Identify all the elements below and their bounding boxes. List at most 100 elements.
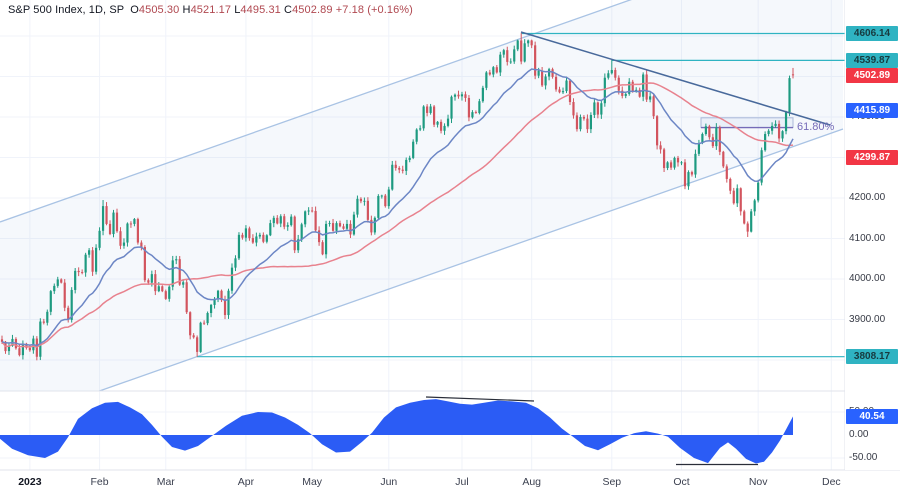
price-level-lines[interactable] [197, 32, 846, 358]
level-pill: 4539.87 [846, 52, 898, 68]
candle [230, 267, 234, 291]
candle [697, 142, 701, 154]
oscillator-pane [0, 396, 793, 466]
price-tick-label: 4200.00 [849, 192, 886, 203]
candle [126, 223, 129, 243]
candle [558, 89, 561, 93]
candle [7, 345, 11, 352]
candle [478, 101, 481, 113]
fib-percent-label: 61.80% [797, 121, 835, 133]
channel-upper [0, 0, 632, 223]
candle [105, 206, 108, 224]
candle [777, 123, 781, 139]
candle [363, 200, 366, 202]
candle [575, 115, 579, 130]
channel-lower [97, 128, 844, 391]
candle [589, 114, 592, 130]
candle [628, 81, 631, 94]
candle [42, 321, 45, 323]
candle [98, 230, 101, 248]
candle [290, 216, 293, 226]
candle [199, 322, 202, 352]
candle [676, 157, 680, 163]
candle [530, 40, 533, 46]
candle [607, 73, 610, 78]
candle [133, 219, 136, 224]
candle [638, 89, 641, 97]
candle [534, 45, 537, 76]
candle [547, 69, 551, 77]
candle [481, 87, 484, 102]
candle [370, 219, 373, 233]
candle [474, 112, 478, 114]
month-tick-label: Dec [821, 476, 841, 488]
time-scale[interactable] [0, 471, 900, 494]
candle [394, 164, 397, 169]
month-tick-label: May [302, 476, 323, 488]
candle [408, 157, 411, 160]
candle [701, 134, 704, 143]
osc-tick-label: 0.00 [849, 429, 869, 440]
price-tick-label: 4000.00 [849, 273, 886, 284]
ohlc-value: 4495.31 [240, 4, 285, 16]
candle [743, 211, 746, 224]
candle [84, 254, 87, 273]
candle [593, 102, 596, 115]
candle [513, 49, 516, 62]
candle [366, 200, 369, 220]
month-tick-label: Feb [90, 476, 109, 488]
candle [206, 313, 209, 324]
trend-channel[interactable] [0, 0, 844, 426]
last-price-pill: 4502.89 [846, 67, 898, 83]
ema-value-pill: 4415.89 [846, 103, 898, 119]
candle [642, 74, 645, 97]
candle [662, 149, 666, 169]
candle [314, 210, 317, 231]
candle [380, 195, 383, 197]
candle [565, 80, 568, 92]
candle [415, 129, 418, 142]
candle [324, 223, 328, 255]
candle [429, 106, 432, 113]
descending-trendline[interactable] [520, 31, 831, 126]
ohlc-value: 4505.30 [138, 4, 183, 16]
candle [568, 80, 572, 103]
osc-top-trendline[interactable] [425, 396, 535, 402]
sma-value-pill: 4299.87 [846, 150, 898, 166]
oscillator-area [0, 399, 793, 464]
candle [129, 223, 133, 225]
candle [63, 282, 66, 308]
symbol-title[interactable]: S&P 500 Index, 1D, SP [8, 4, 125, 16]
candle [398, 168, 401, 170]
candle [88, 250, 91, 255]
month-tick-label: Aug [522, 476, 541, 488]
candle [739, 188, 742, 212]
candle [617, 77, 620, 91]
candle [666, 162, 669, 169]
candle [680, 162, 683, 164]
candle [349, 223, 352, 235]
candle [255, 236, 258, 243]
candle [784, 112, 788, 132]
candle [788, 78, 791, 113]
candle [269, 223, 272, 236]
candle [453, 94, 457, 97]
candle [770, 125, 774, 131]
candle [690, 172, 694, 175]
candle [732, 190, 735, 204]
candle [338, 223, 342, 227]
candle [189, 312, 192, 336]
candle [25, 343, 28, 348]
candle [321, 242, 324, 255]
candles-layer [0, 33, 795, 361]
change-value: +7.18 (+0.16%) [335, 4, 413, 16]
candle [669, 162, 673, 168]
candle [506, 50, 509, 62]
candle [136, 219, 139, 243]
candle [60, 279, 63, 283]
symbol-legend[interactable]: S&P 500 Index, 1D, SP O4505.30 H4521.17 L… [8, 4, 413, 16]
candle [715, 127, 718, 147]
osc-value-pill: 40.54 [846, 408, 898, 424]
